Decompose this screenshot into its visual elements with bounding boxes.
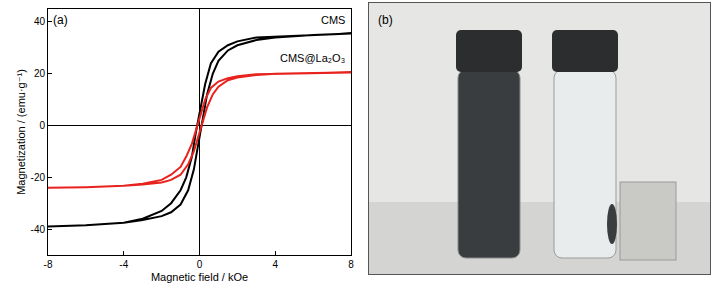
svg-text:-40: -40 [31,224,46,235]
svg-text:Magnetization / (emu·g⁻¹): Magnetization / (emu·g⁻¹) [15,69,27,195]
svg-text:0: 0 [197,259,203,270]
svg-text:8: 8 [348,259,354,270]
svg-text:CMS@La₂O₃: CMS@La₂O₃ [280,52,345,64]
svg-text:-8: -8 [44,259,53,270]
svg-text:20: 20 [34,68,46,79]
svg-text:4: 4 [272,259,278,270]
svg-text:0: 0 [39,120,45,131]
svg-text:40: 40 [34,16,46,27]
svg-text:CMS: CMS [321,14,345,26]
svg-text:(b): (b) [378,13,393,27]
svg-text:Magnetic field / kOe: Magnetic field / kOe [151,271,248,283]
svg-text:-4: -4 [119,259,128,270]
svg-text:(a): (a) [53,13,68,27]
svg-text:-20: -20 [31,172,46,183]
